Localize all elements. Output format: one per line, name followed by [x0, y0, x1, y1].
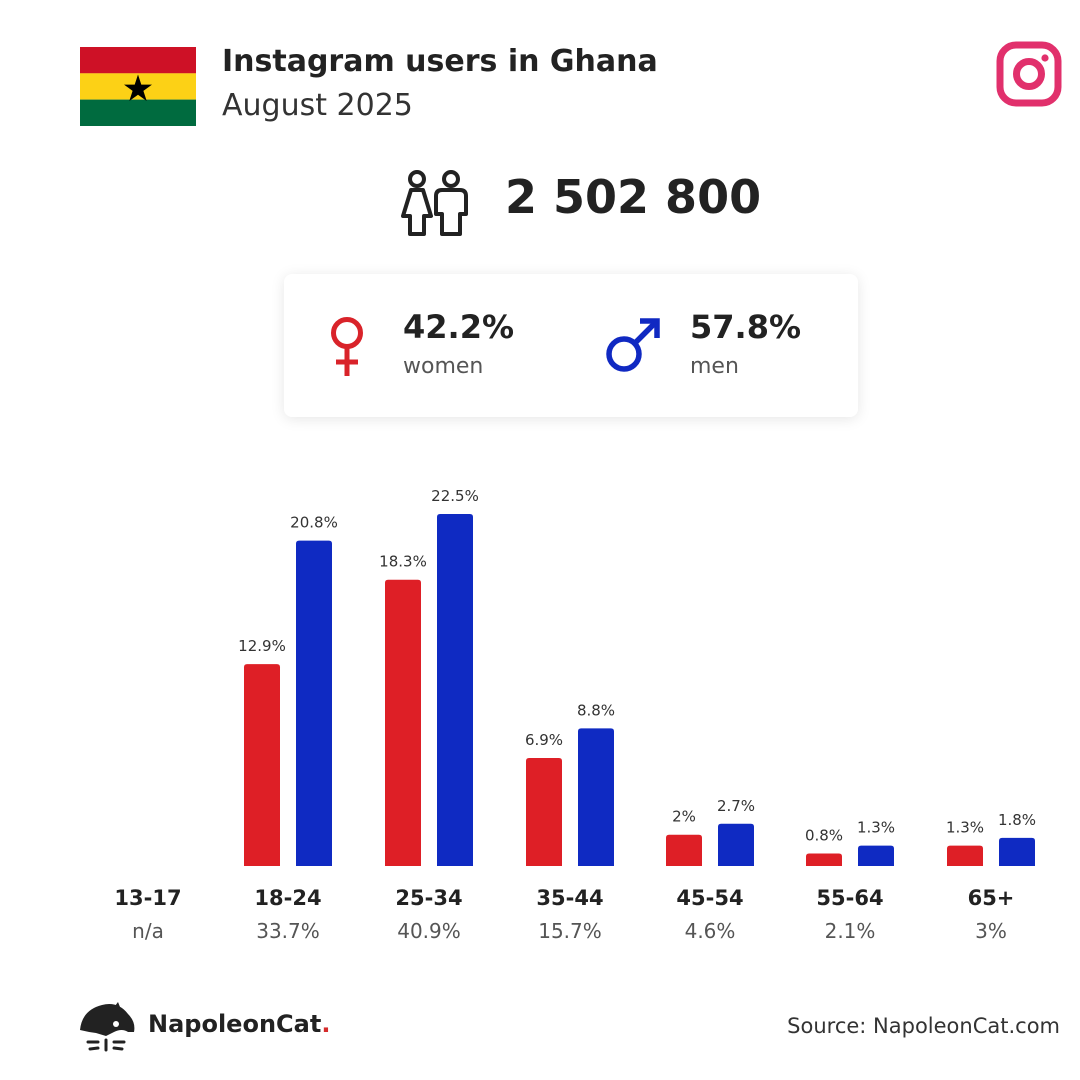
bar-women-45-54: [666, 834, 702, 866]
total-users-value: 2 502 800: [505, 170, 762, 224]
bar-women-65plus: [947, 845, 983, 866]
napoleoncat-brand: NapoleonCat.: [148, 1010, 330, 1038]
men-percent: 57.8%: [690, 308, 802, 346]
category-label-13-17: 13-17: [114, 886, 181, 910]
instagram-icon: [996, 41, 1062, 107]
bar-men-18-24: [296, 540, 332, 866]
category-total-18-24: 33.7%: [256, 919, 320, 943]
bar-men-35-44: [578, 728, 614, 866]
bar-women-35-44: [526, 758, 562, 866]
people-icon: [401, 170, 468, 236]
data-label-women-65plus: 1.3%: [946, 819, 984, 837]
data-label-men-45-54: 2.7%: [717, 797, 755, 815]
bar-men-45-54: [718, 823, 754, 866]
chart-subtitle: August 2025: [222, 88, 413, 123]
ghana-flag-icon: [80, 47, 196, 126]
category-total-65plus: 3%: [975, 919, 1007, 943]
category-total-45-54: 4.6%: [685, 919, 736, 943]
bar-men-55-64: [858, 845, 894, 866]
category-total-55-64: 2.1%: [825, 919, 876, 943]
female-icon: [331, 317, 363, 376]
male-icon: [606, 318, 660, 372]
data-label-men-65plus: 1.8%: [998, 811, 1036, 829]
bar-men-25-34: [437, 514, 473, 866]
brand-dot: .: [321, 1010, 331, 1038]
data-label-men-18-24: 20.8%: [290, 514, 338, 532]
bar-women-18-24: [244, 664, 280, 866]
data-label-women-35-44: 6.9%: [525, 731, 563, 749]
category-label-55-64: 55-64: [816, 886, 883, 910]
category-label-25-34: 25-34: [395, 886, 462, 910]
category-total-25-34: 40.9%: [397, 919, 461, 943]
data-label-men-55-64: 1.3%: [857, 819, 895, 837]
category-label-35-44: 35-44: [536, 886, 603, 910]
chart-title: Instagram users in Ghana: [222, 44, 658, 79]
category-label-65plus: 65+: [968, 886, 1015, 910]
category-total-13-17: n/a: [132, 919, 164, 943]
category-label-18-24: 18-24: [254, 886, 321, 910]
women-label: women: [403, 354, 484, 379]
source-text: Source: NapoleonCat.com: [787, 1014, 1060, 1038]
data-label-women-45-54: 2%: [672, 808, 696, 826]
age-gender-bar-chart: 13-17 n/a 12.9% 20.8% 18-24 33.7% 18.3% 22.5% 25…: [114, 487, 1036, 943]
gender-split-card: 42.2% women 57.8% men: [284, 274, 858, 417]
women-percent: 42.2%: [403, 308, 515, 346]
men-label: men: [690, 354, 739, 379]
category-total-35-44: 15.7%: [538, 919, 602, 943]
napoleoncat-logo-icon: [80, 1002, 135, 1052]
category-label-45-54: 45-54: [676, 886, 743, 910]
brand-name: NapoleonCat: [148, 1010, 322, 1038]
data-label-women-25-34: 18.3%: [379, 553, 427, 571]
data-label-women-18-24: 12.9%: [238, 637, 286, 655]
data-label-men-25-34: 22.5%: [431, 487, 479, 505]
bar-men-65plus: [999, 837, 1035, 866]
bar-women-25-34: [385, 579, 421, 866]
bar-women-55-64: [806, 853, 842, 866]
data-label-men-35-44: 8.8%: [577, 701, 615, 719]
data-label-women-55-64: 0.8%: [805, 826, 843, 844]
